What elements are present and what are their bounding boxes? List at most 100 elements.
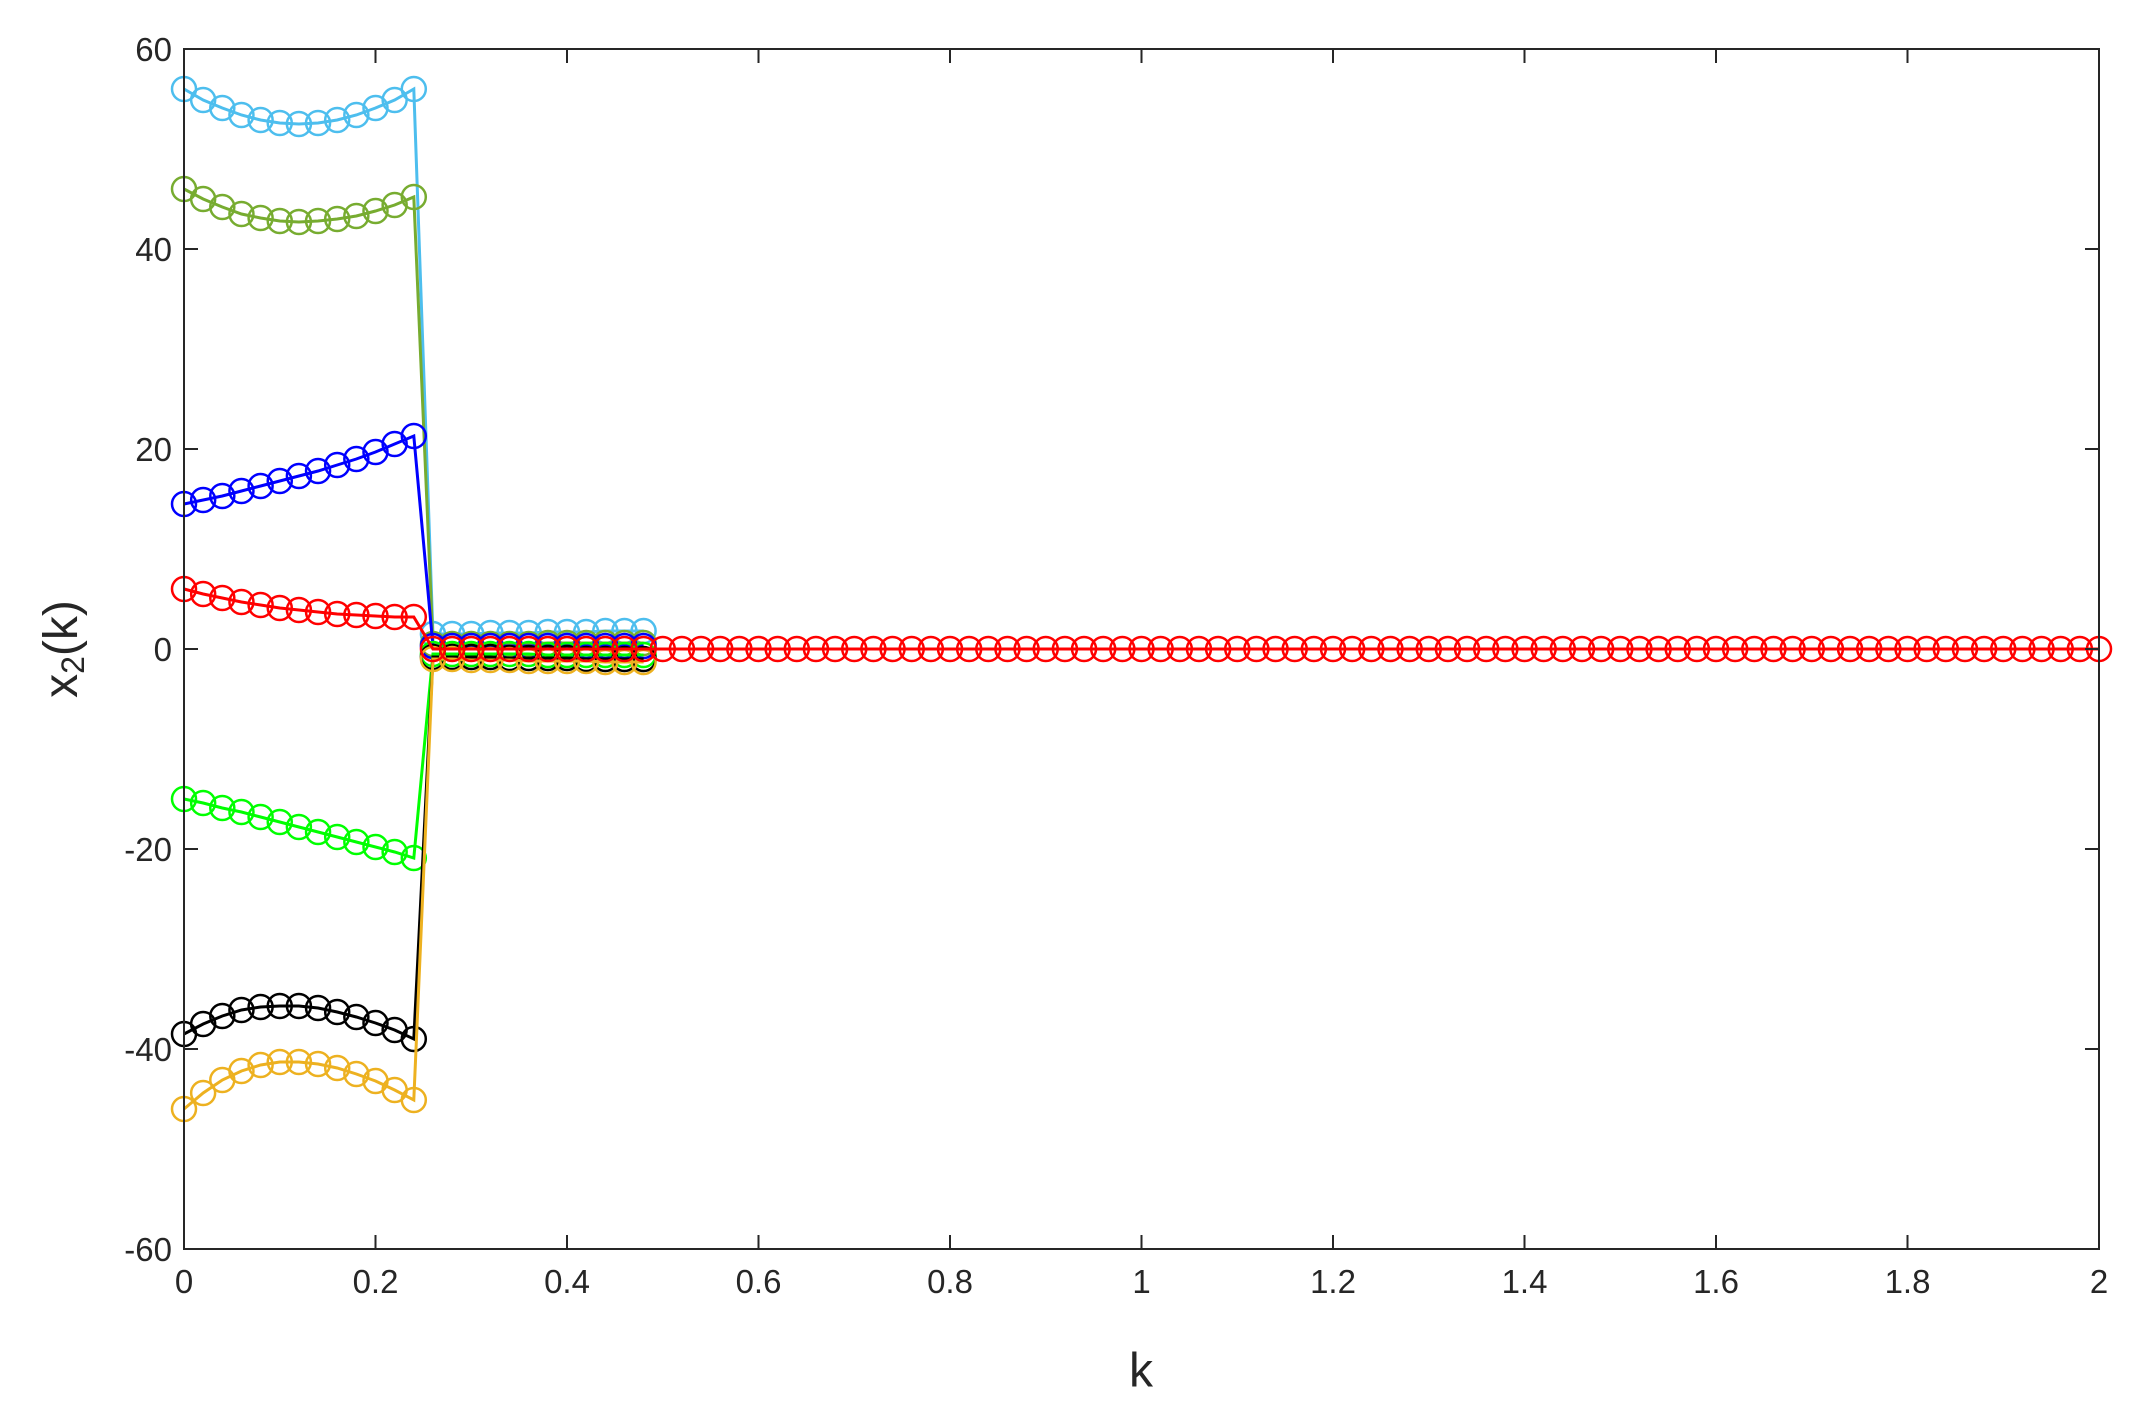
marker <box>879 635 906 663</box>
y-tick-label: 60 <box>135 31 172 68</box>
marker <box>1185 635 1213 663</box>
marker <box>266 467 293 495</box>
marker <box>1894 635 1921 663</box>
marker <box>189 580 217 608</box>
marker <box>419 635 447 663</box>
marker <box>323 451 351 479</box>
marker <box>2047 635 2074 663</box>
marker <box>209 1002 236 1030</box>
marker <box>706 635 734 663</box>
marker <box>400 75 428 103</box>
marker <box>400 422 428 450</box>
marker <box>611 635 638 663</box>
marker <box>304 598 332 626</box>
marker <box>1166 635 1194 663</box>
marker <box>1204 635 1232 663</box>
marker <box>343 1060 370 1088</box>
marker <box>1568 635 1596 663</box>
marker <box>687 635 715 663</box>
marker <box>323 600 351 628</box>
x-tick-label: 2 <box>2090 1263 2108 1300</box>
x-tick-label: 0.4 <box>544 1263 590 1300</box>
x-tick-label: 0 <box>175 1263 193 1300</box>
marker <box>1281 635 1308 663</box>
marker <box>1970 635 1998 663</box>
marker <box>1147 635 1174 663</box>
marker <box>247 993 274 1021</box>
y-axis-label: x2(k) <box>35 600 92 698</box>
marker <box>362 1009 389 1037</box>
marker <box>860 635 887 663</box>
marker <box>304 457 332 485</box>
marker <box>1626 635 1653 663</box>
marker <box>228 588 255 616</box>
marker <box>247 1051 274 1079</box>
marker <box>228 996 255 1024</box>
y-tick-label: -60 <box>124 1231 172 1268</box>
marker <box>1932 635 1960 663</box>
marker <box>572 635 600 663</box>
marker <box>994 635 1021 663</box>
marker <box>343 445 370 473</box>
marker <box>304 207 332 235</box>
marker <box>1645 635 1672 663</box>
marker <box>726 635 753 663</box>
marker <box>1013 635 1040 663</box>
marker <box>285 208 313 236</box>
marker <box>592 635 619 663</box>
x-tick-label: 0.8 <box>927 1263 973 1300</box>
marker <box>400 603 428 631</box>
marker <box>438 635 466 663</box>
y-axis-label-rest: (k) <box>35 600 88 656</box>
marker <box>1836 635 1864 663</box>
marker <box>630 635 657 663</box>
y-axis-label-sub: 2 <box>55 656 91 674</box>
x-tick-label: 0.2 <box>353 1263 399 1300</box>
marker <box>841 635 868 663</box>
marker <box>1128 635 1155 663</box>
marker <box>1358 635 1385 663</box>
marker <box>362 438 389 466</box>
marker <box>343 1003 370 1031</box>
marker <box>189 86 217 114</box>
series-line <box>183 652 644 860</box>
x-tick-label: 0.6 <box>736 1263 782 1300</box>
marker <box>228 798 255 826</box>
marker <box>917 635 945 663</box>
marker <box>285 110 313 138</box>
marker <box>1396 635 1423 663</box>
marker <box>362 602 389 630</box>
marker <box>1779 635 1806 663</box>
marker <box>1951 635 1979 663</box>
marker <box>1377 635 1404 663</box>
y-tick-label: -40 <box>124 1031 172 1068</box>
marker <box>285 1048 313 1076</box>
marker <box>1607 635 1634 663</box>
marker <box>304 818 332 846</box>
marker <box>1741 635 1768 663</box>
marker <box>362 833 389 861</box>
marker <box>323 106 351 134</box>
marker <box>381 603 408 631</box>
marker <box>323 823 351 851</box>
x-tick-label: 1 <box>1132 1263 1150 1300</box>
x-tick-label: 1.8 <box>1885 1263 1931 1300</box>
x-tick-label: 1.4 <box>1502 1263 1548 1300</box>
marker <box>189 486 217 514</box>
marker <box>189 1010 217 1038</box>
y-axis-label-base: x <box>35 674 88 698</box>
marker <box>534 635 562 663</box>
marker <box>266 109 293 137</box>
marker <box>1089 635 1117 663</box>
marker <box>343 601 370 629</box>
marker <box>209 584 236 612</box>
marker <box>1990 635 2017 663</box>
marker <box>381 838 408 866</box>
marker <box>975 635 1002 663</box>
marker <box>1530 635 1557 663</box>
marker <box>1702 635 1730 663</box>
marker <box>266 207 293 235</box>
marker <box>228 1057 255 1085</box>
